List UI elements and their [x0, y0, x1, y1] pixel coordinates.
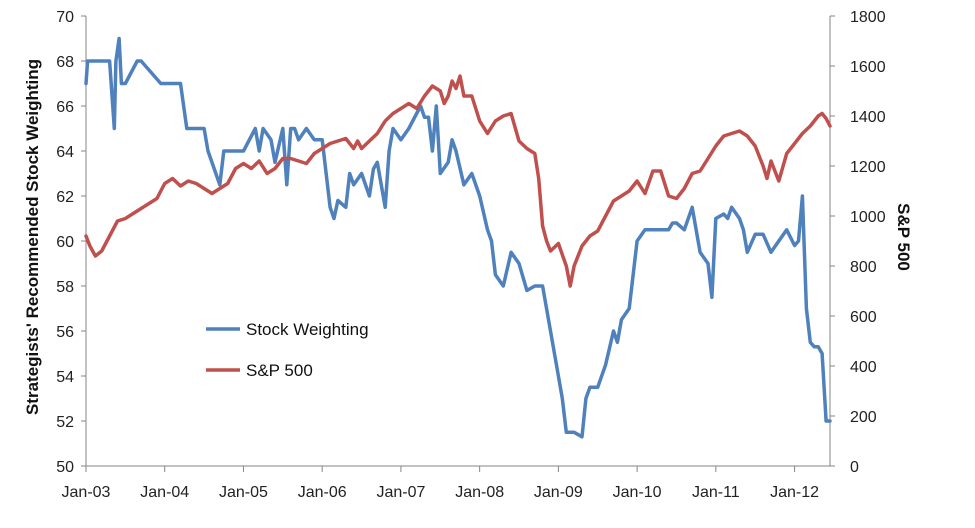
y-left-tick-label: 62: [56, 189, 74, 206]
y-left-tick-label: 70: [56, 9, 74, 26]
y-left-tick-label: 60: [56, 234, 74, 251]
x-tick-label: Jan-07: [376, 484, 425, 501]
y-left-tick-label: 52: [56, 414, 74, 431]
y-right-tick-label: 200: [850, 409, 877, 426]
y-right-tick-label: 1400: [850, 109, 886, 126]
y-right-axis-title: S&P 500: [894, 203, 913, 271]
y-left-tick-label: 56: [56, 324, 74, 341]
y-right-tick-label: 0: [850, 459, 859, 476]
x-tick-label: Jan-09: [534, 484, 583, 501]
x-tick-label: Jan-08: [455, 484, 504, 501]
y-right-tick-label: 600: [850, 309, 877, 326]
x-tick-label: Jan-06: [298, 484, 347, 501]
x-tick-label: Jan-11: [692, 484, 740, 501]
y-right-tick-label: 400: [850, 359, 877, 376]
y-right-tick-label: 1800: [850, 9, 886, 26]
series-line-stock-weighting: [84, 36, 832, 439]
y-left-axis-title: Strategists' Recommended Stock Weighting: [23, 59, 42, 415]
y-left-tick-label: 64: [56, 144, 74, 161]
legend-label: S&P 500: [246, 361, 313, 380]
x-tick-label: Jan-10: [613, 484, 662, 501]
y-right-tick-label: 1600: [850, 59, 886, 76]
y-left-tick-label: 68: [56, 54, 74, 71]
y-left-tick-label: 50: [56, 459, 74, 476]
y-right-tick-label: 1200: [850, 159, 886, 176]
y-right-tick-label: 800: [850, 259, 877, 276]
x-tick-label: Jan-12: [770, 484, 819, 501]
y-left-tick-label: 58: [56, 279, 74, 296]
legend-label: Stock Weighting: [246, 320, 369, 339]
x-tick-label: Jan-03: [62, 484, 111, 501]
x-tick-label: Jan-04: [140, 484, 189, 501]
x-tick-label: Jan-05: [219, 484, 268, 501]
y-left-tick-label: 66: [56, 99, 74, 116]
y-right-tick-label: 1000: [850, 209, 886, 226]
series-line-sp500: [84, 74, 832, 288]
y-left-tick-label: 54: [56, 369, 74, 386]
